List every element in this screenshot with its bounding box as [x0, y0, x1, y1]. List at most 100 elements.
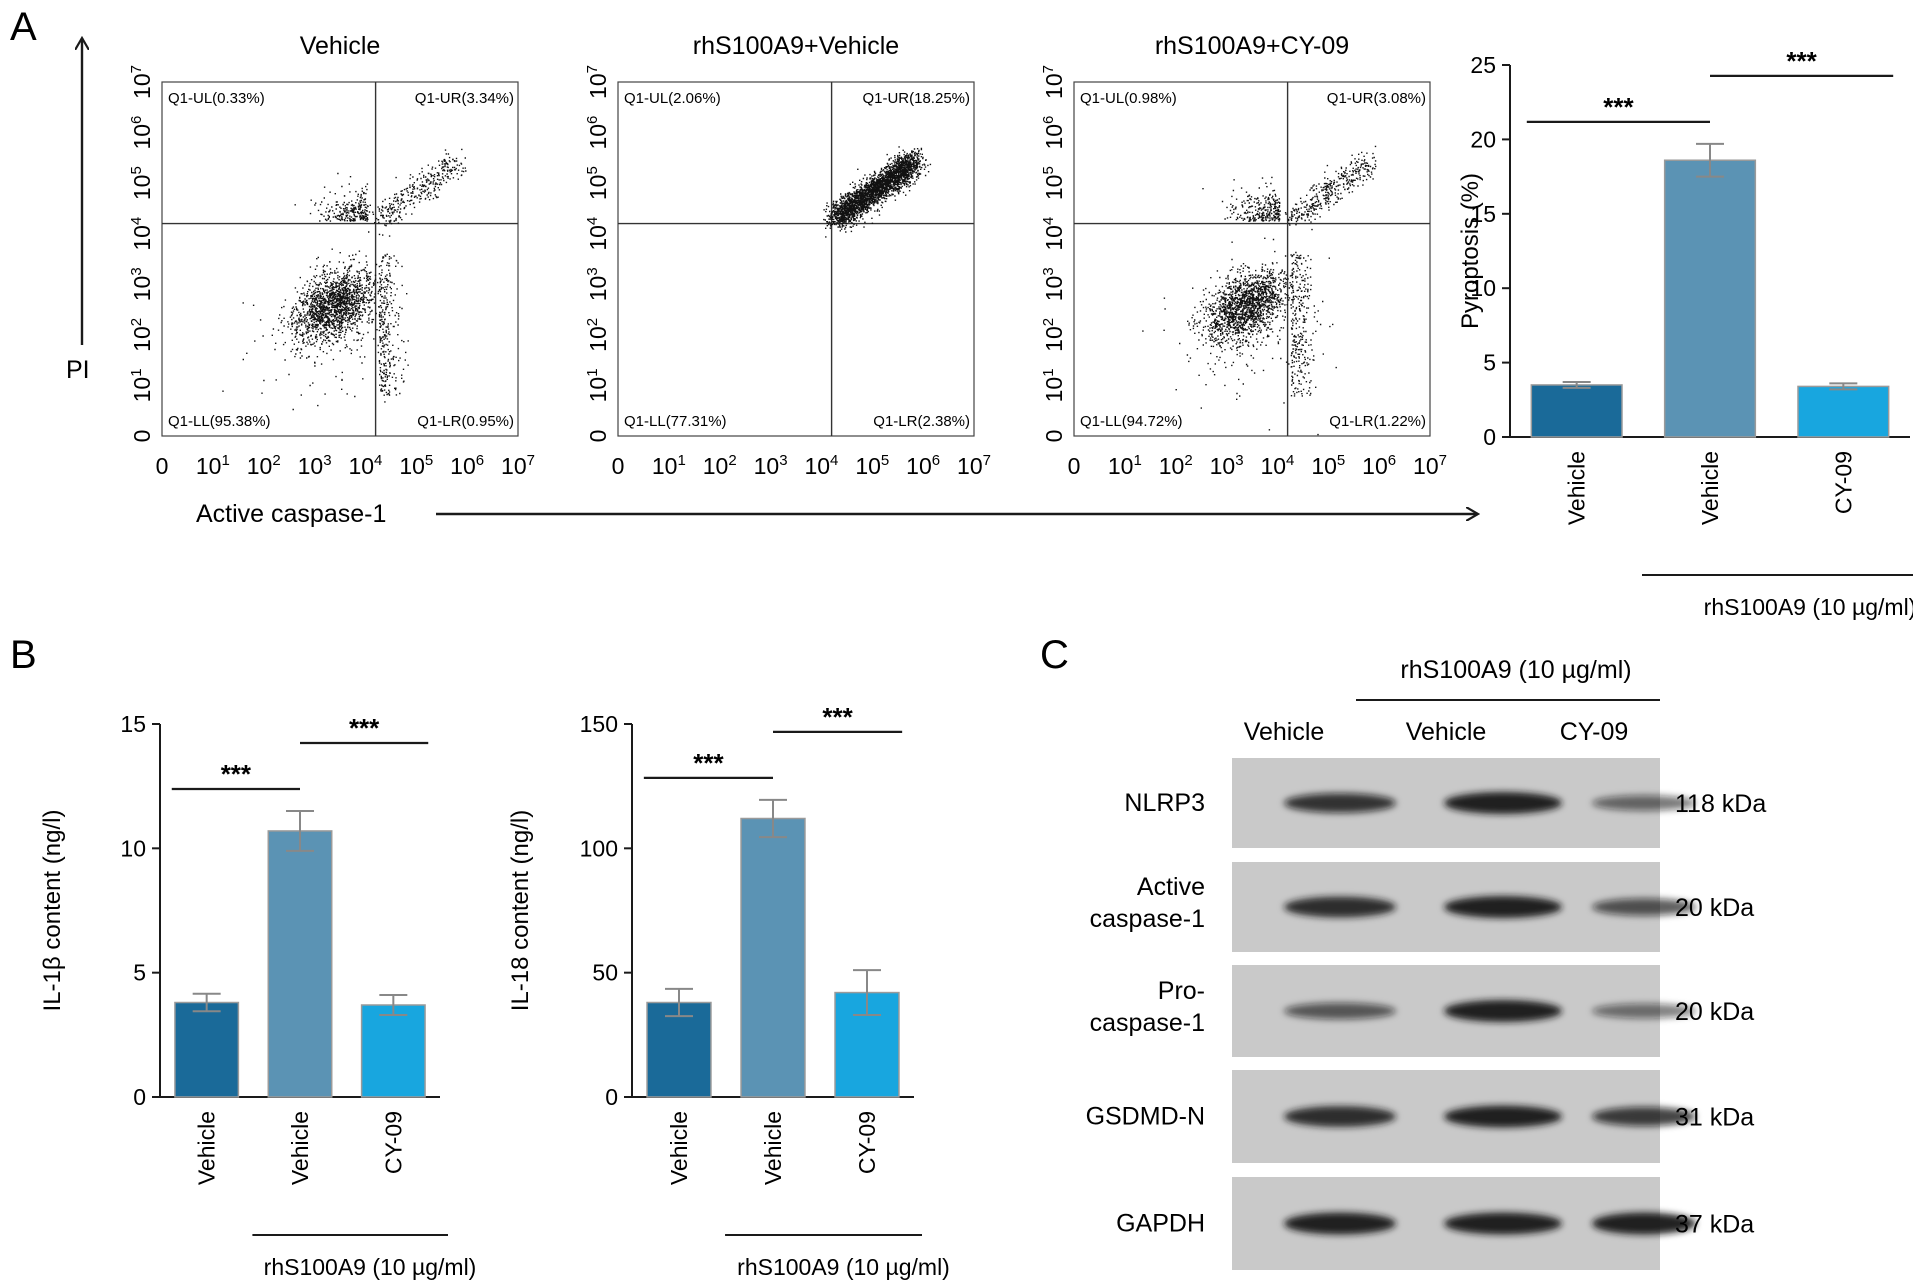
- quadrant-lr-label: Q1-LR(2.38%): [873, 413, 970, 430]
- flow-plot-title: Vehicle: [300, 32, 381, 60]
- y-tick-label: 103: [1040, 267, 1067, 301]
- x-tick-label: 0: [156, 453, 169, 479]
- y-tick-label: 20: [1470, 126, 1496, 152]
- x-tick-label: 107: [957, 452, 991, 479]
- blot-band: [1284, 1212, 1396, 1235]
- blot-band: [1592, 1107, 1696, 1126]
- blot-row-label: GAPDH: [1116, 1210, 1205, 1238]
- y-tick-label: 107: [584, 65, 611, 99]
- scatter-events: [1142, 145, 1377, 436]
- blot-band: [1444, 1212, 1562, 1235]
- x-tick-label: 104: [1260, 452, 1294, 479]
- y-tick-label: 5: [133, 960, 146, 986]
- x-tick-label: 106: [906, 452, 940, 479]
- quadrant-ll-label: Q1-LL(94.72%): [1080, 413, 1183, 430]
- quadrant-lr-label: Q1-LR(0.95%): [417, 413, 514, 430]
- significance-label: ***: [1786, 46, 1817, 76]
- x-tick-label: Vehicle: [1564, 451, 1590, 525]
- flow-plot-frame: [161, 81, 519, 437]
- y-tick-label: 104: [128, 217, 155, 251]
- x-tick-label: 102: [703, 452, 737, 479]
- blot-band: [1284, 896, 1396, 918]
- blot-row-label: Active: [1137, 873, 1205, 901]
- western-blot: rhS100A9 (10 µg/ml) Vehicle Vehicle CY-09 NL…: [1086, 656, 1766, 1270]
- x-tick-label: 101: [196, 452, 230, 479]
- y-axis-label: IL-1β content (ng/l): [39, 810, 66, 1012]
- x-tick-label: 104: [804, 452, 838, 479]
- y-tick-label: 106: [584, 116, 611, 150]
- blot-band: [1592, 898, 1696, 916]
- y-tick-label: 50: [592, 960, 618, 986]
- bar: [267, 830, 333, 1098]
- panel-letter-a: A: [10, 5, 37, 49]
- y-axis-label: IL-18 content (ng/l): [507, 810, 534, 1011]
- quadrant-ul-label: Q1-UL(0.98%): [1080, 90, 1177, 107]
- y-tick-label: 103: [128, 267, 155, 301]
- quadrant-ll-label: Q1-LL(77.31%): [624, 413, 727, 430]
- y-tick-label: 150: [580, 711, 618, 737]
- x-tick-label: CY-09: [380, 1111, 406, 1174]
- blot-lane-label: Vehicle: [1406, 718, 1487, 746]
- pi-axis-label: PI: [66, 356, 90, 384]
- flow-plots: Vehicle Q1-UL(0.33%) Q1-UR(3.34%) Q1-LL(95.…: [128, 32, 1447, 479]
- group-label: rhS100A9 (10 µg/ml): [1704, 594, 1913, 620]
- y-tick-label: 5: [1483, 350, 1496, 376]
- y-tick-label: 102: [584, 318, 611, 352]
- x-tick-label: 105: [399, 452, 433, 479]
- blot-row-4: GSDMD-N 31 kDa: [1086, 1070, 1754, 1163]
- caspase-axis-label: Active caspase-1: [196, 500, 386, 528]
- group-label: rhS100A9 (10 µg/ml): [737, 1254, 950, 1280]
- blot-kda-label: 20 kDa: [1675, 998, 1754, 1026]
- y-tick-label: 10: [120, 835, 146, 861]
- blot-row-2: Active caspase-1 20 kDa: [1090, 862, 1754, 952]
- y-tick-label: 102: [128, 318, 155, 352]
- blot-band: [1284, 1002, 1396, 1020]
- x-tick-label: Vehicle: [194, 1111, 220, 1185]
- blot-row-label: NLRP3: [1124, 789, 1205, 817]
- y-axis-label: Pyroptosis (%): [1457, 173, 1484, 329]
- quadrant-ur-label: Q1-UR(3.34%): [415, 90, 514, 107]
- y-tick-label: 106: [128, 116, 155, 150]
- blot-band: [1592, 1003, 1696, 1019]
- x-tick-label: 106: [450, 452, 484, 479]
- y-tick-label: 10: [1470, 275, 1496, 301]
- y-tick-label: 101: [584, 368, 611, 402]
- blot-band: [1592, 795, 1696, 811]
- bar: [740, 817, 806, 1098]
- blot-treatment-label: rhS100A9 (10 µg/ml): [1400, 656, 1631, 684]
- x-tick-label: Vehicle: [287, 1111, 313, 1185]
- flow-plot-title: rhS100A9+CY-09: [1155, 32, 1349, 60]
- blot-kda-label: 118 kDa: [1675, 790, 1766, 818]
- quadrant-ul-label: Q1-UL(0.33%): [168, 90, 265, 107]
- significance-label: ***: [349, 713, 380, 743]
- blot-band: [1592, 1212, 1696, 1235]
- x-tick-label: CY-09: [1830, 451, 1856, 514]
- blot-row-label: caspase-1: [1090, 905, 1205, 933]
- panel-letter-b: B: [10, 633, 37, 677]
- blot-band: [1444, 1000, 1562, 1022]
- significance-label: ***: [822, 702, 853, 732]
- y-tick-label: 102: [1040, 318, 1067, 352]
- y-tick-label: 107: [128, 65, 155, 99]
- y-tick-label: 0: [1483, 424, 1496, 450]
- y-tick-label: 105: [584, 166, 611, 200]
- y-tick-label: 105: [128, 166, 155, 200]
- significance-label: ***: [693, 748, 724, 778]
- x-tick-label: 105: [1311, 452, 1345, 479]
- quadrant-ur-label: Q1-UR(18.25%): [862, 90, 970, 107]
- x-tick-label: Vehicle: [666, 1111, 692, 1185]
- y-tick-label: 0: [1041, 430, 1067, 443]
- flow-plot-1: Vehicle Q1-UL(0.33%) Q1-UR(3.34%) Q1-LL(95.…: [128, 32, 535, 479]
- y-tick-label: 104: [584, 217, 611, 251]
- x-tick-label: 103: [754, 452, 788, 479]
- y-tick-label: 106: [1040, 116, 1067, 150]
- x-tick-label: 0: [1068, 453, 1081, 479]
- x-tick-label: CY-09: [854, 1111, 880, 1174]
- quadrant-ul-label: Q1-UL(2.06%): [624, 90, 721, 107]
- x-tick-label: 102: [247, 452, 281, 479]
- x-tick-label: 107: [501, 452, 535, 479]
- blot-row-3: Pro-caspase-1 20 kDa: [1090, 965, 1754, 1057]
- bar-chart-1: 0 5 10 15 20 25 Pyroptosis (%) Vehicle Vehicle CY…: [1457, 46, 1913, 620]
- significance-label: ***: [221, 759, 252, 789]
